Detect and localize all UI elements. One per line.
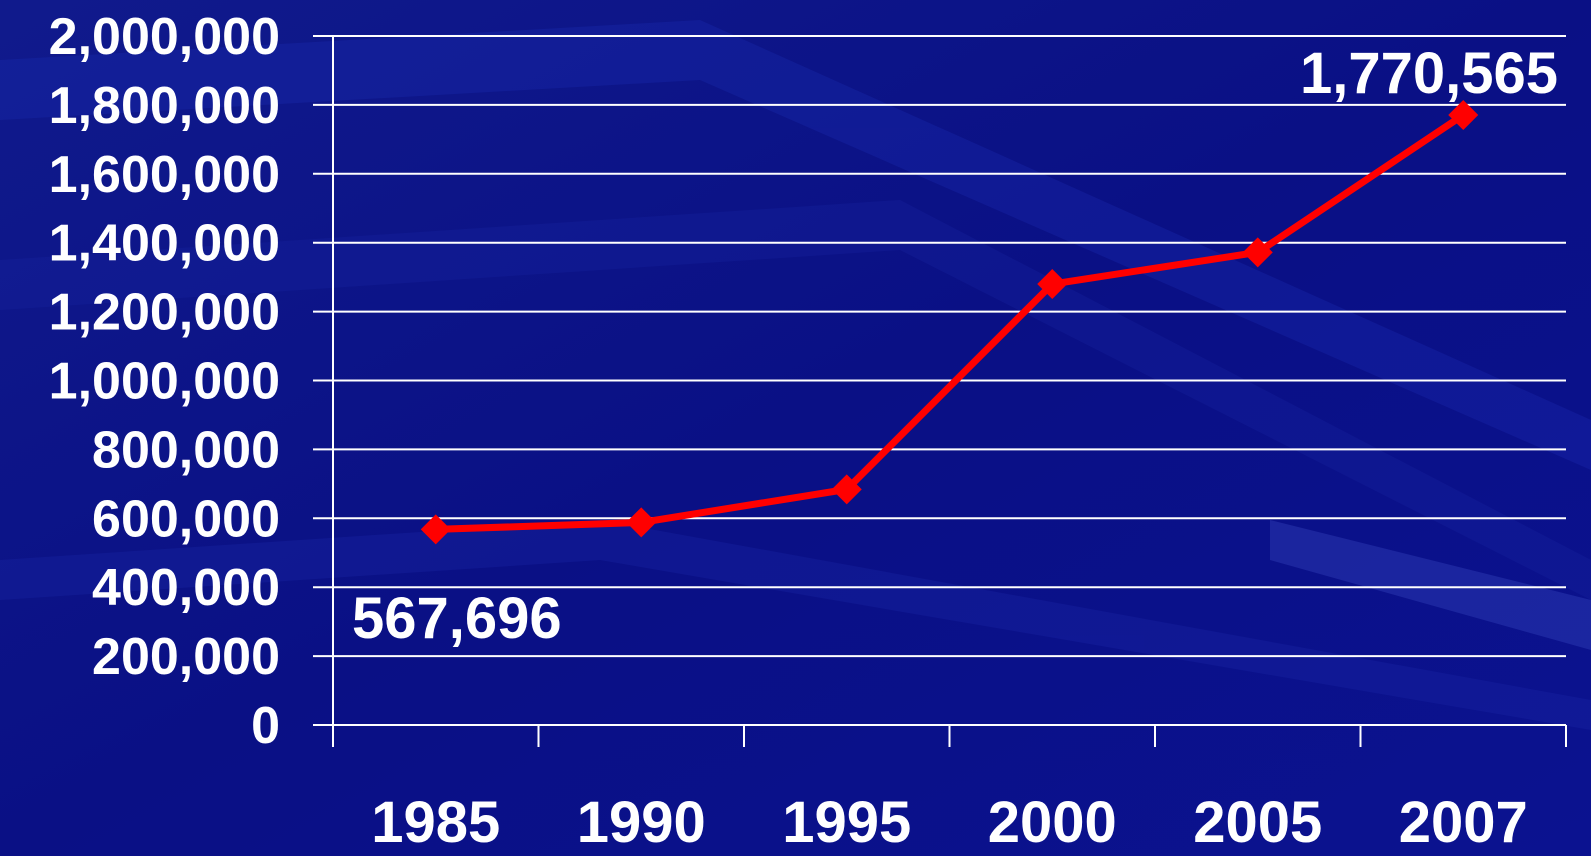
background-streaks: [0, 20, 1591, 730]
x-tick-label: 1990: [577, 790, 706, 855]
y-tick-label: 0: [251, 697, 280, 755]
x-tick-labels: 1985 1990 1995 2000 2005 2007: [371, 790, 1528, 855]
x-tick-label: 1985: [371, 790, 500, 855]
y-tick-labels: 0 200,000 400,000 600,000 800,000 1,000,000 1,…: [49, 8, 280, 755]
data-point-marker: [1448, 100, 1479, 131]
y-tick-label: 800,000: [92, 421, 280, 479]
data-label: 1,770,565: [1300, 41, 1558, 106]
y-tick-label: 400,000: [92, 559, 280, 617]
y-tick-label: 1,600,000: [49, 146, 280, 204]
y-tick-label: 1,200,000: [49, 284, 280, 342]
data-point-marker: [420, 514, 451, 545]
y-tick-label: 1,400,000: [49, 215, 280, 273]
gridlines: [333, 35, 1566, 658]
annotations: 567,696 1,770,565: [352, 41, 1558, 651]
x-tick-label: 2007: [1399, 790, 1528, 855]
y-tick-label: 1,000,000: [49, 353, 280, 411]
x-tick-label: 2000: [988, 790, 1117, 855]
data-label: 567,696: [352, 586, 562, 651]
y-tick-label: 2,000,000: [49, 8, 280, 66]
axes: [313, 35, 1567, 747]
data-point-marker: [1037, 269, 1068, 300]
data-series: [420, 100, 1479, 545]
y-tick-label: 1,800,000: [49, 77, 280, 135]
data-point-marker: [626, 507, 657, 538]
x-tick-label: 1995: [782, 790, 911, 855]
y-tick-label: 600,000: [92, 490, 280, 548]
data-point-marker: [1242, 237, 1273, 268]
data-point-marker: [831, 474, 862, 505]
y-tick-label: 200,000: [92, 628, 280, 686]
x-tick-label: 2005: [1193, 790, 1322, 855]
series-line: [435, 112, 1466, 533]
